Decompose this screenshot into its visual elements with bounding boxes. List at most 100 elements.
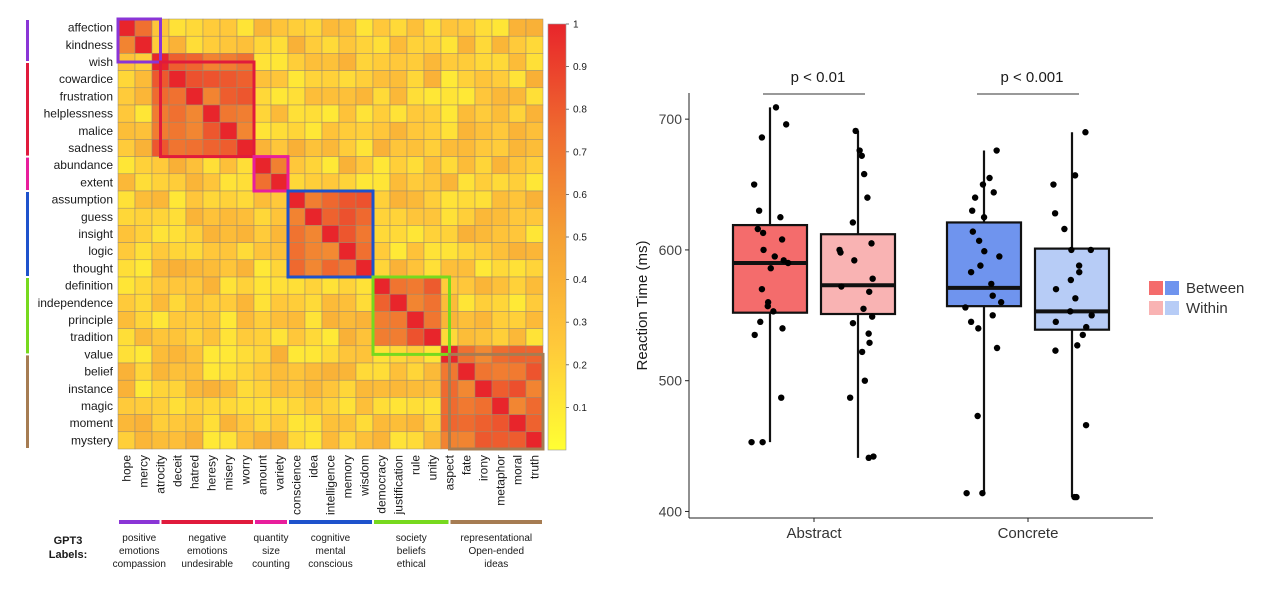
heatmap-cell <box>168 345 187 364</box>
heatmap-cell <box>253 70 272 89</box>
heatmap-cell <box>423 328 442 347</box>
heatmap-cell <box>474 104 493 123</box>
heatmap-cell <box>474 139 493 157</box>
heatmap-cell <box>270 18 289 37</box>
heatmap-cell <box>338 156 357 175</box>
heatmap-cell <box>304 242 323 261</box>
box-body <box>1033 247 1111 331</box>
heatmap-cell <box>168 190 187 209</box>
cluster-label: size <box>262 546 280 557</box>
heatmap-cell <box>491 397 510 415</box>
heatmap-cell <box>151 156 170 175</box>
heatmap-cell <box>372 121 391 140</box>
heatmap-cell <box>151 207 170 226</box>
heatmap-cell <box>117 35 136 54</box>
colorbar-tick-label: 0.6 <box>573 190 587 201</box>
heatmap-cell <box>355 431 374 450</box>
heatmap-cell <box>219 139 238 157</box>
heatmap-cell <box>406 311 425 329</box>
heatmap-cell <box>304 104 323 123</box>
heatmap-cell <box>287 328 306 347</box>
heatmap-cell <box>423 173 442 192</box>
legend-label: Between <box>1186 280 1244 297</box>
heatmap-cell <box>185 225 204 243</box>
row-label: definition <box>65 279 113 293</box>
heatmap-cell <box>185 87 204 106</box>
heatmap-cell <box>491 87 510 106</box>
heatmap-cell <box>185 345 204 364</box>
data-point <box>755 207 763 214</box>
heatmap-cell <box>185 431 204 450</box>
heatmap-cell <box>355 70 374 89</box>
data-point <box>758 134 766 141</box>
row-label: kindness <box>66 38 113 52</box>
heatmap-cell <box>355 259 374 278</box>
heatmap-cell <box>151 328 170 347</box>
heatmap-cell <box>253 104 272 123</box>
heatmap-cell <box>372 293 391 312</box>
heatmap-cell <box>474 173 493 192</box>
heatmap-cell <box>321 70 340 89</box>
heatmap-cell <box>491 276 510 295</box>
heatmap-cell <box>287 293 306 312</box>
data-point <box>1067 276 1075 284</box>
heatmap-cell <box>508 328 527 347</box>
heatmap-cell <box>304 379 323 398</box>
heatmap-cell <box>491 431 510 450</box>
heatmap-cell <box>423 70 442 89</box>
heatmap-cell <box>440 18 459 37</box>
heatmap-cell <box>508 293 527 312</box>
data-point <box>1087 246 1095 254</box>
heatmap-cell <box>525 414 544 433</box>
heatmap-cell <box>474 379 493 398</box>
heatmap-cell <box>508 18 527 37</box>
heatmap-cell <box>321 379 340 398</box>
heatmap-cell <box>236 242 255 261</box>
heatmap-cell <box>117 173 136 192</box>
heatmap-cell <box>202 259 221 278</box>
cluster-bottom-bar <box>289 520 372 524</box>
heatmap-cell <box>457 414 476 433</box>
cluster-label: mental <box>315 546 345 557</box>
heatmap-cell <box>151 190 170 209</box>
heatmap-cell <box>440 139 459 157</box>
heatmap-cell <box>423 87 442 106</box>
heatmap-cell <box>117 87 136 106</box>
column-label: deceit <box>171 454 185 487</box>
heatmap-cell <box>406 397 425 415</box>
cluster-side-bar <box>26 63 29 156</box>
heatmap-cell <box>423 53 442 71</box>
gpt3-label: GPT3 <box>54 535 83 547</box>
heatmap-cell <box>355 35 374 54</box>
heatmap-cell <box>474 190 493 209</box>
heatmap-cell <box>508 276 527 295</box>
heatmap-cell <box>389 293 408 312</box>
data-point <box>1052 347 1059 354</box>
heatmap-cell <box>287 104 306 123</box>
heatmap-cell <box>491 311 510 329</box>
cluster-label: representational <box>460 533 532 544</box>
data-point <box>868 313 876 320</box>
heatmap-cell <box>304 225 323 243</box>
heatmap-cell <box>525 53 544 71</box>
heatmap-cell <box>202 293 221 312</box>
heatmap-cell <box>168 414 187 433</box>
heatmap-cell <box>236 225 255 243</box>
y-axis-label: Reaction Time (ms) <box>634 240 651 370</box>
heatmap-cell <box>270 139 289 157</box>
heatmap-cell <box>134 18 153 37</box>
data-point <box>988 280 995 288</box>
heatmap-cell <box>117 431 136 450</box>
heatmap-cell <box>236 87 255 106</box>
heatmap-cell <box>321 293 340 312</box>
heatmap-cell <box>219 35 238 54</box>
heatmap-cell <box>474 70 493 89</box>
heatmap-cell <box>117 259 136 278</box>
heatmap-cell <box>253 328 272 347</box>
heatmap-cell <box>117 276 136 295</box>
heatmap-cell <box>253 242 272 261</box>
heatmap-cell <box>168 18 187 37</box>
data-point <box>864 194 871 201</box>
row-label: sadness <box>68 141 113 155</box>
heatmap-cell <box>423 311 442 329</box>
